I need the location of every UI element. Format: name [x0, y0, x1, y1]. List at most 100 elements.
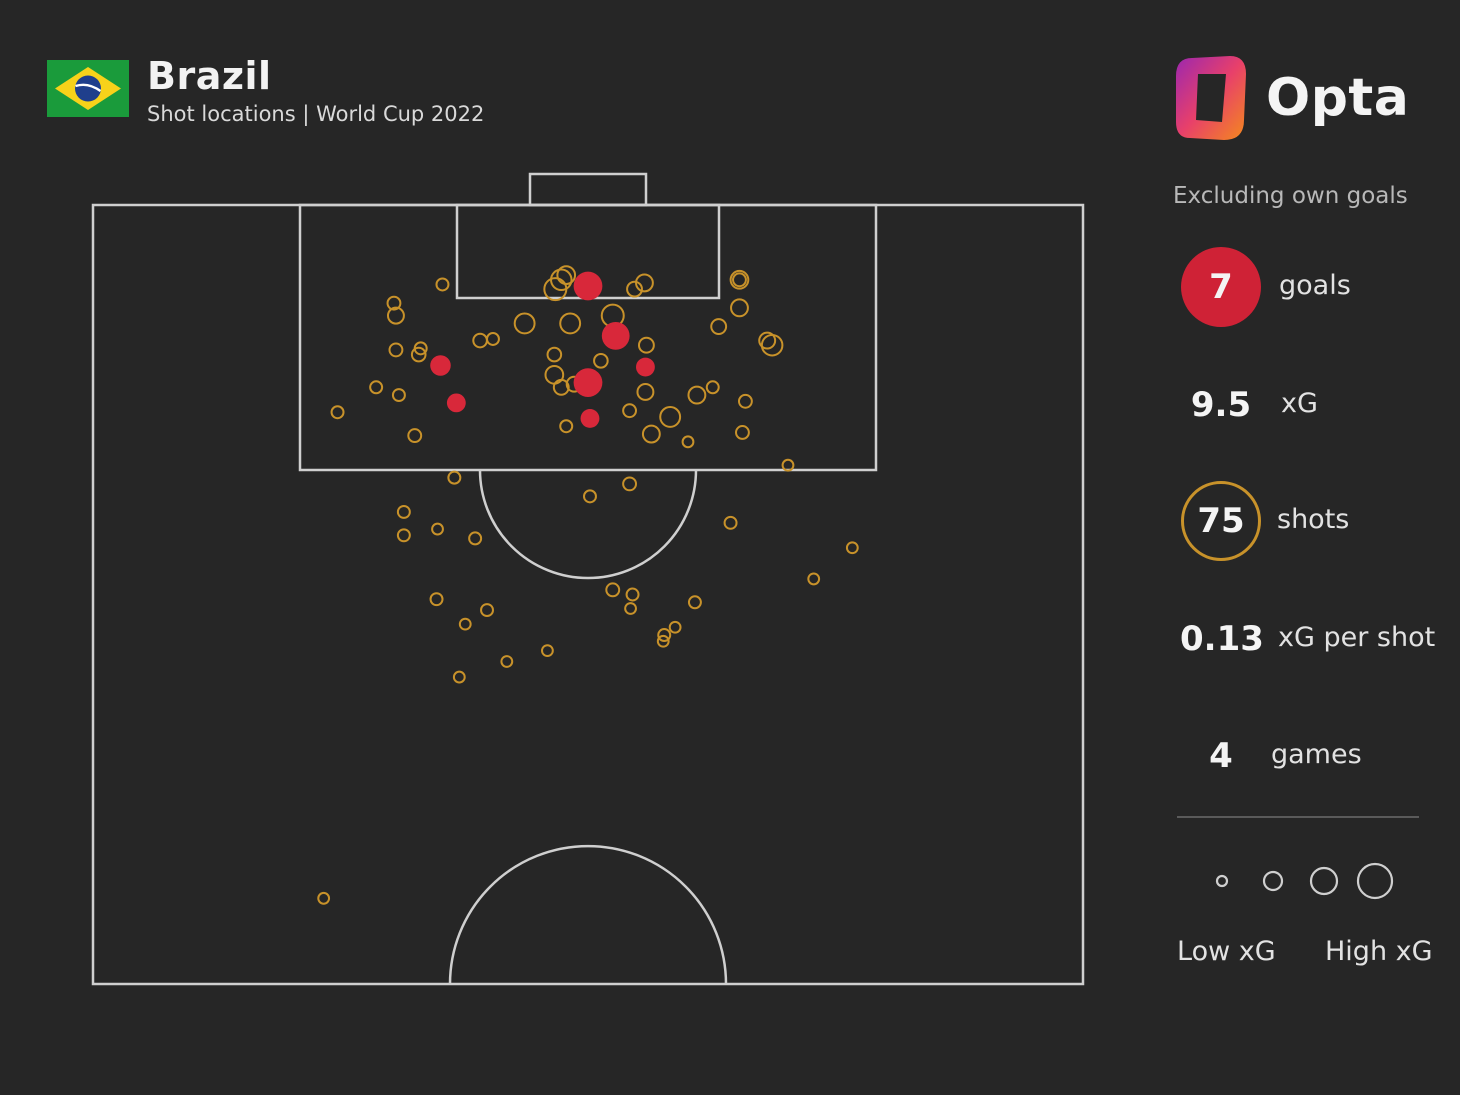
shot-marker — [635, 273, 654, 293]
shot-marker — [729, 269, 750, 290]
goal-marker — [573, 368, 603, 397]
shot-marker — [546, 346, 563, 363]
goal-marker — [635, 357, 655, 377]
shot-marker — [637, 336, 655, 354]
shot-marker — [556, 265, 577, 285]
shot-marker — [458, 617, 472, 631]
xg-per-shot-label: xG per shot — [1278, 622, 1436, 653]
legend-divider — [1177, 816, 1419, 818]
shot-markers — [317, 265, 859, 905]
pitch-lines — [91, 172, 1085, 986]
xg-per-shot-value: 0.13 — [1180, 619, 1264, 659]
shot-marker — [500, 655, 514, 668]
shot-marker — [410, 346, 427, 363]
goal-marker — [601, 321, 630, 350]
shot-marker — [429, 592, 444, 607]
opta-logo-icon — [1176, 56, 1246, 140]
goal-marker — [446, 393, 466, 413]
shot-marker — [431, 522, 444, 536]
shot-marker — [845, 541, 859, 555]
games-value: 4 — [1209, 736, 1233, 776]
xg-label: xG — [1281, 388, 1318, 419]
shot-marker — [559, 312, 582, 335]
legend-high-xg-label: High xG — [1325, 936, 1433, 967]
shot-marker — [622, 476, 638, 492]
shot-marker — [435, 277, 450, 292]
xg-value: 9.5 — [1190, 385, 1252, 425]
legend-low-xg-label: Low xG — [1177, 936, 1276, 967]
shot-marker — [760, 333, 784, 357]
page-subtitle: Shot locations | World Cup 2022 — [147, 102, 485, 126]
shot-marker — [681, 435, 695, 449]
shot-marker — [396, 528, 411, 543]
shot-marker — [480, 603, 494, 618]
penalty-arc — [478, 469, 698, 580]
shot-marker — [513, 312, 536, 335]
shot-marker — [659, 405, 682, 428]
opta-brand-text: Opta — [1266, 68, 1410, 128]
centre-circle — [448, 844, 728, 985]
shot-marker — [396, 504, 411, 519]
shot-marker — [758, 331, 777, 350]
shot-marker — [625, 587, 640, 602]
shot-marker — [386, 306, 405, 325]
pitch-outline — [91, 203, 1085, 986]
shot-marker — [391, 388, 406, 403]
goals-value-badge: 7 — [1181, 247, 1261, 327]
shot-marker — [593, 353, 609, 369]
shot-map — [91, 172, 1085, 986]
legend-size-circle — [1262, 870, 1284, 892]
penalty-area — [298, 203, 878, 472]
shot-marker — [447, 470, 462, 485]
shot-marker — [543, 277, 568, 302]
shot-marker — [472, 332, 488, 349]
goal-marker — [573, 271, 603, 301]
shot-marker — [452, 670, 466, 684]
shot-marker — [687, 595, 702, 610]
legend-size-circle — [1309, 866, 1339, 896]
shot-marker — [369, 380, 384, 395]
shot-marker — [330, 405, 345, 420]
shot-marker — [668, 620, 682, 634]
shot-marker — [656, 634, 670, 648]
shot-marker — [641, 424, 661, 444]
shot-marker — [781, 458, 795, 472]
goal-marker — [580, 409, 600, 428]
shot-marker — [622, 403, 638, 419]
shot-marker — [735, 425, 750, 440]
excluding-own-goals-note: Excluding own goals — [1173, 183, 1408, 209]
goals-label: goals — [1279, 270, 1351, 301]
shot-marker — [732, 272, 747, 288]
shots-value-badge: 75 — [1181, 481, 1261, 561]
shot-marker — [552, 378, 570, 396]
shot-marker — [626, 280, 643, 298]
shot-marker — [388, 342, 404, 358]
shot-marker — [605, 582, 621, 598]
shot-marker — [317, 891, 331, 905]
brazil-flag-icon — [47, 60, 129, 117]
shot-marker — [687, 385, 707, 405]
xg-size-legend — [1215, 862, 1394, 900]
shot-marker — [624, 602, 637, 615]
shot-marker — [386, 295, 402, 311]
shot-marker — [407, 428, 423, 444]
shots-label: shots — [1277, 504, 1350, 535]
shot-marker — [705, 380, 720, 395]
shot-marker — [723, 515, 738, 530]
legend-size-circle — [1215, 874, 1229, 888]
shot-marker — [541, 644, 554, 657]
shot-marker — [807, 572, 821, 586]
legend-size-circle — [1356, 862, 1394, 900]
shot-marker — [583, 489, 597, 504]
shot-marker — [710, 318, 728, 335]
shot-marker — [559, 419, 574, 434]
goal — [528, 172, 648, 207]
shot-marker — [730, 298, 749, 318]
shot-marker — [636, 383, 655, 401]
shot-marker — [657, 628, 672, 642]
shot-marker — [468, 531, 483, 546]
page-title: Brazil — [147, 54, 272, 98]
goal-marker — [430, 355, 451, 376]
shot-marker — [737, 393, 753, 409]
shot-marker — [485, 332, 500, 346]
